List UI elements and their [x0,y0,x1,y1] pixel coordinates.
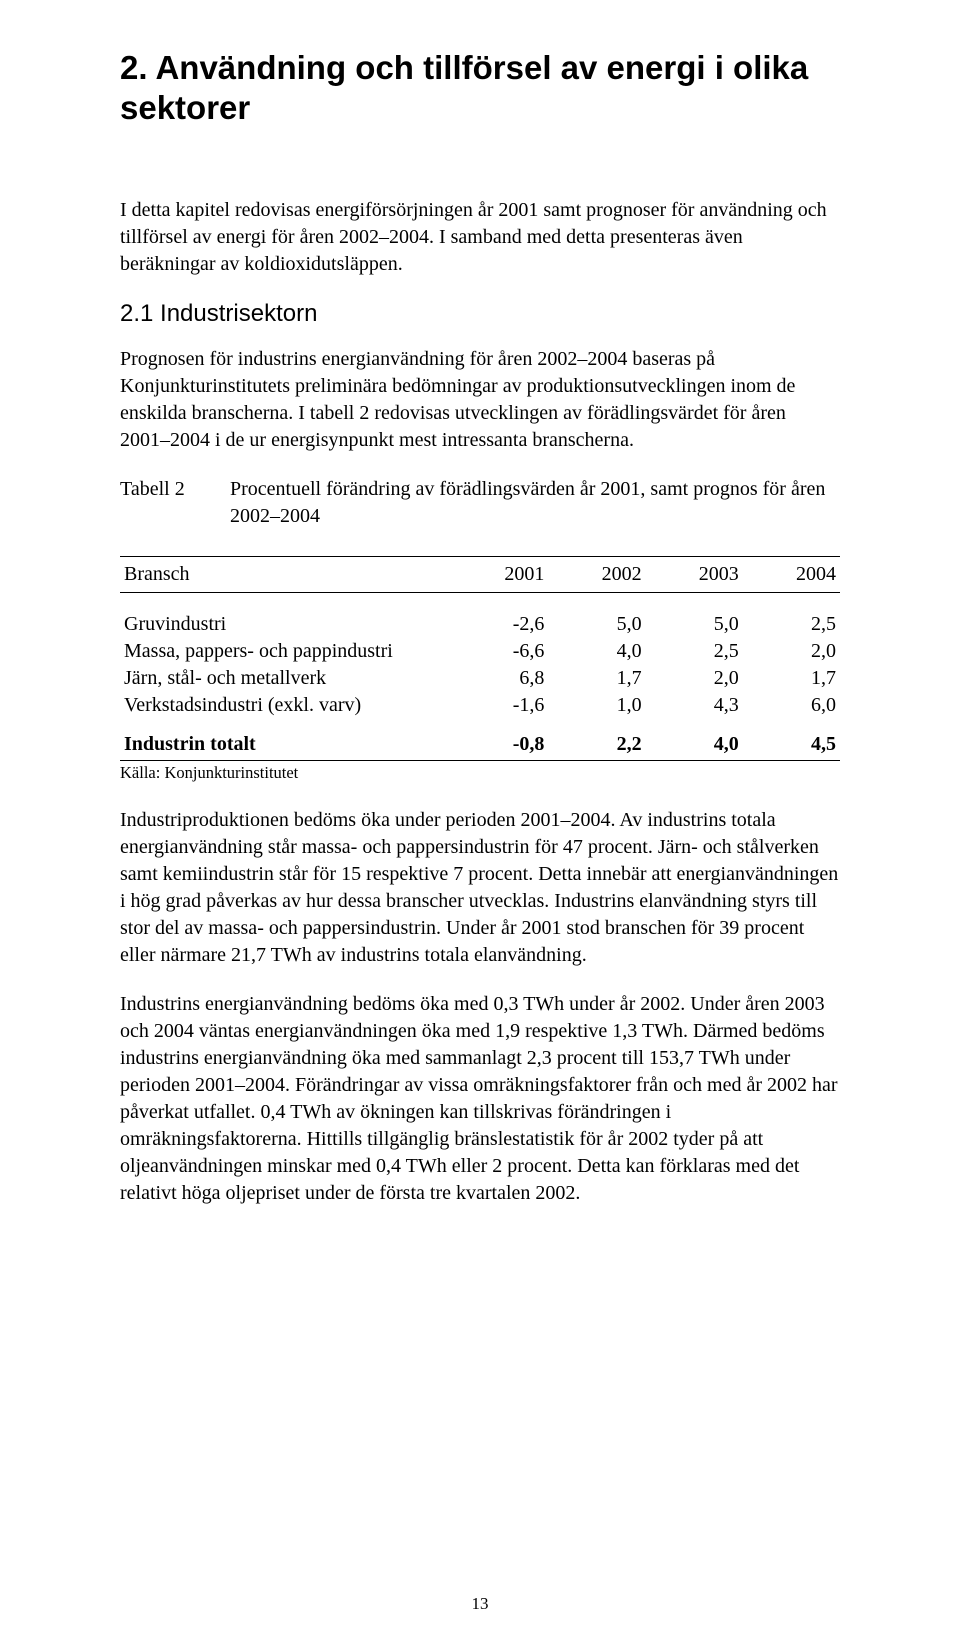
table-cell: 6,0 [743,692,840,719]
table-cell: 5,0 [548,611,645,638]
table-header-2001: 2001 [451,557,548,593]
table-total-cell: -0,8 [451,719,548,761]
table-cell: Verkstadsindustri (exkl. varv) [120,692,451,719]
table-cell: Järn, stål- och metallverk [120,665,451,692]
table-header-2003: 2003 [646,557,743,593]
table-cell: 2,0 [646,665,743,692]
table-2-label: Tabell 2 [120,476,230,530]
table-cell: 5,0 [646,611,743,638]
table-cell: -1,6 [451,692,548,719]
table-row: Verkstadsindustri (exkl. varv) -1,6 1,0 … [120,692,840,719]
table-row: Järn, stål- och metallverk 6,8 1,7 2,0 1… [120,665,840,692]
table-cell: 1,0 [548,692,645,719]
table-row: Massa, pappers- och pappindustri -6,6 4,… [120,638,840,665]
table-cell: -2,6 [451,611,548,638]
section-2-1-title: 2.1 Industrisektorn [120,300,840,328]
table-total-row: Industrin totalt -0,8 2,2 4,0 4,5 [120,719,840,761]
table-cell: -6,6 [451,638,548,665]
table-total-cell: 2,2 [548,719,645,761]
table-cell: 4,3 [646,692,743,719]
table-cell: 1,7 [548,665,645,692]
document-page: 2. Användning och tillförsel av energi i… [0,0,960,1638]
table-header-2002: 2002 [548,557,645,593]
table-cell: 2,5 [743,611,840,638]
after-paragraph-2: Industrins energianvändning bedöms öka m… [120,991,840,1207]
table-header-2004: 2004 [743,557,840,593]
chapter-title: 2. Användning och tillförsel av energi i… [120,48,840,127]
table-total-cell: 4,0 [646,719,743,761]
table-cell: 4,0 [548,638,645,665]
table-header-bransch: Bransch [120,557,451,593]
page-number: 13 [0,1594,960,1614]
table-cell: 6,8 [451,665,548,692]
table-row: Gruvindustri -2,6 5,0 5,0 2,5 [120,611,840,638]
intro-paragraph: I detta kapitel redovisas energiförsörjn… [120,197,840,278]
table-2-source: Källa: Konjunkturinstitutet [120,763,840,783]
table-2-description: Procentuell förändring av förädlingsvärd… [230,476,840,530]
table-total-cell: 4,5 [743,719,840,761]
table-cell: 2,5 [646,638,743,665]
table-cell: 1,7 [743,665,840,692]
table-cell: Gruvindustri [120,611,451,638]
table-header-row: Bransch 2001 2002 2003 2004 [120,557,840,593]
table-cell: Massa, pappers- och pappindustri [120,638,451,665]
table-2: Bransch 2001 2002 2003 2004 Gruvindustri… [120,556,840,761]
table-spacer [120,593,840,612]
after-paragraph-1: Industriproduktionen bedöms öka under pe… [120,807,840,969]
table-total-label: Industrin totalt [120,719,451,761]
table-2-caption: Tabell 2 Procentuell förändring av föräd… [120,476,840,530]
section-2-1-paragraph: Prognosen för industrins energianvändnin… [120,346,840,454]
table-cell: 2,0 [743,638,840,665]
